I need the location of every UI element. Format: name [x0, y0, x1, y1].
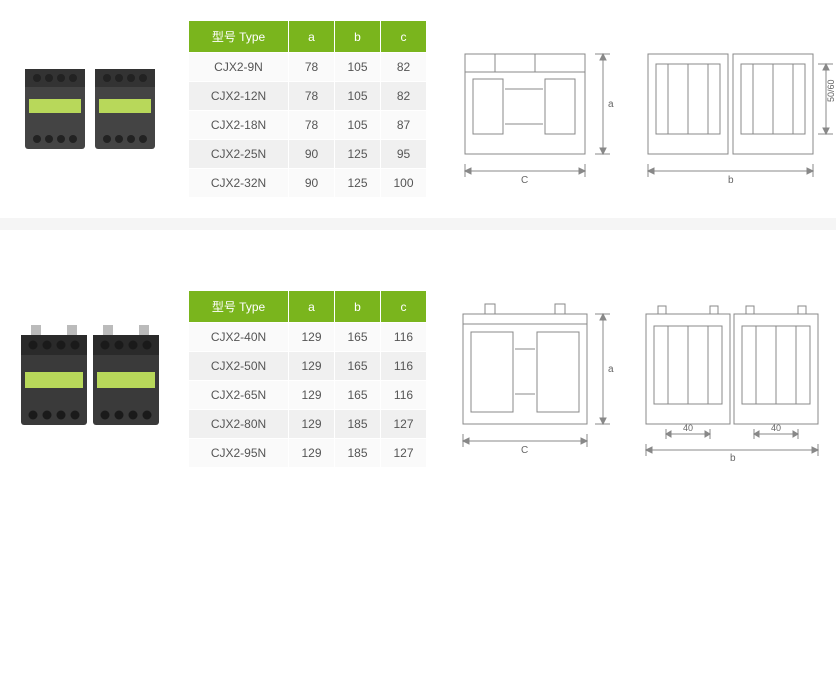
dim-label-40b: 40 — [771, 423, 781, 433]
table-row: CJX2-25N9012595 — [189, 140, 427, 169]
table-row: CJX2-12N7810582 — [189, 82, 427, 111]
col-a: a — [289, 21, 335, 53]
spec-table-1: 型号 Type a b c CJX2-9N7810582 CJX2-12N781… — [188, 20, 427, 198]
product-image-2 — [10, 309, 170, 449]
dim-label-b: b — [730, 453, 736, 464]
col-b: b — [335, 21, 381, 53]
dim-label-40a: 40 — [683, 423, 693, 433]
dim-label-a: a — [608, 99, 614, 110]
col-type: 型号 Type — [189, 21, 289, 53]
dim-label-side: 50/60 — [826, 79, 836, 102]
diagram-side-1: a C — [445, 29, 620, 189]
table-header-row: 型号 Type a b c — [189, 291, 427, 323]
spec-table-2: 型号 Type a b c CJX2-40N129165116 CJX2-50N… — [188, 290, 427, 468]
dim-label-c: C — [521, 175, 528, 186]
col-type: 型号 Type — [189, 291, 289, 323]
diagram-front-1: 50/60 b — [638, 29, 836, 189]
table-row: CJX2-80N129185127 — [189, 410, 427, 439]
table-row: CJX2-65N129165116 — [189, 381, 427, 410]
section-2: 型号 Type a b c CJX2-40N129165116 CJX2-50N… — [0, 230, 836, 528]
table-row: CJX2-40N129165116 — [189, 323, 427, 352]
diagram-side-2: a C — [445, 294, 620, 464]
product-image-1 — [10, 39, 170, 179]
section-divider — [0, 218, 836, 230]
table-row: CJX2-95N129185127 — [189, 439, 427, 468]
table-row: CJX2-50N129165116 — [189, 352, 427, 381]
col-b: b — [335, 291, 381, 323]
col-c: c — [381, 291, 427, 323]
dim-label-a: a — [608, 364, 614, 375]
section-1: 型号 Type a b c CJX2-9N7810582 CJX2-12N781… — [0, 0, 836, 218]
dim-label-b: b — [728, 175, 734, 186]
diagram-front-2: 40 40 b — [638, 294, 836, 464]
dim-label-c: C — [521, 445, 528, 456]
table-row: CJX2-32N90125100 — [189, 169, 427, 198]
col-a: a — [289, 291, 335, 323]
table-row: CJX2-18N7810587 — [189, 111, 427, 140]
table-row: CJX2-9N7810582 — [189, 53, 427, 82]
col-c: c — [381, 21, 427, 53]
table-header-row: 型号 Type a b c — [189, 21, 427, 53]
